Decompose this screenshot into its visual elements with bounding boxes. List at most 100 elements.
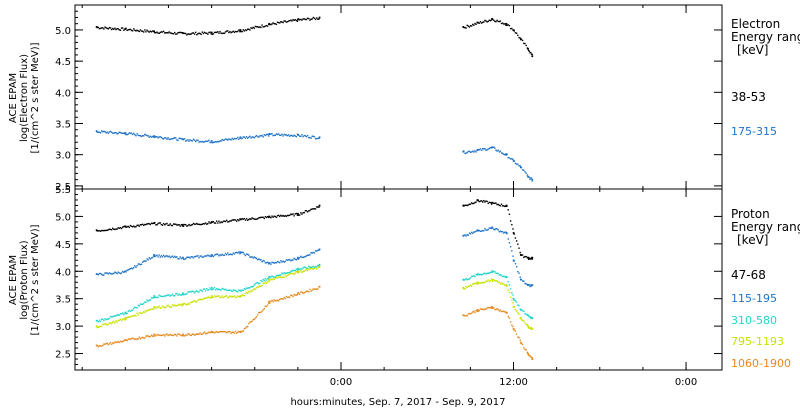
data-point-1-3-0 [96, 326, 98, 329]
data-point-1-4-0 [217, 331, 219, 334]
data-point-1-0-1 [504, 205, 506, 208]
data-point-1-3-0 [281, 276, 283, 279]
data-point-1-0-0 [286, 214, 289, 217]
data-point-1-4-0 [115, 341, 117, 343]
data-point-1-3-0 [198, 298, 200, 301]
data-point-0-1-1 [474, 150, 476, 152]
data-point-1-0-1 [523, 256, 525, 259]
data-point-1-4-1 [464, 315, 466, 317]
data-point-1-2-0 [258, 282, 260, 285]
series-vertex-1-0-1-1 [476, 199, 479, 201]
data-point-1-3-0 [276, 277, 279, 279]
data-point-1-3-0 [115, 320, 117, 322]
data-point-1-1-0 [301, 256, 303, 259]
series-vertex-0-0-1-6 [527, 47, 529, 50]
data-point-1-3-1 [485, 280, 487, 282]
data-point-1-4-0 [285, 295, 288, 298]
data-point-1-2-0 [105, 318, 107, 321]
data-point-1-1-0 [114, 271, 116, 273]
data-point-1-2-0 [147, 300, 149, 302]
data-point-1-1-0 [230, 253, 232, 256]
data-point-1-0-0 [254, 218, 257, 220]
data-point-1-4-0 [140, 337, 143, 339]
data-point-1-3-0 [211, 296, 213, 299]
data-point-0-1-0 [204, 140, 207, 142]
data-point-0-1-1 [515, 163, 518, 165]
data-point-1-1-1 [509, 245, 512, 248]
data-point-1-1-0 [198, 256, 200, 259]
data-point-1-4-0 [134, 338, 136, 341]
data-point-0-0-0 [122, 27, 124, 29]
data-point-1-0-0 [141, 223, 144, 225]
data-point-0-0-1 [480, 22, 483, 24]
data-point-0-0-0 [177, 32, 179, 34]
data-point-0-1-0 [96, 131, 98, 133]
data-point-1-0-0 [138, 225, 140, 227]
data-point-1-1-0 [235, 251, 238, 254]
data-point-0-0-0 [118, 29, 121, 31]
data-point-1-2-0 [291, 270, 293, 272]
data-point-1-3-0 [156, 306, 158, 308]
data-point-1-2-0 [310, 266, 312, 268]
data-point-1-3-0 [204, 297, 207, 299]
data-point-1-1-0 [204, 255, 207, 257]
data-point-1-2-1 [480, 274, 483, 276]
data-point-0-0-0 [180, 31, 183, 34]
data-point-1-2-0 [143, 302, 145, 305]
data-point-1-0-1 [524, 255, 526, 258]
data-point-1-0-1 [503, 205, 505, 207]
data-point-1-0-1 [499, 205, 502, 207]
data-point-0-0-1 [474, 22, 476, 25]
proton-panel-frame [74, 188, 723, 371]
data-point-1-1-0 [202, 256, 205, 258]
data-point-0-1-0 [255, 134, 258, 137]
data-point-0-1-0 [246, 137, 249, 139]
data-point-0-1-0 [312, 135, 315, 137]
data-point-1-2-0 [261, 280, 263, 283]
data-point-0-0-0 [209, 31, 211, 33]
series-vertex-1-3-1-3 [505, 284, 508, 286]
series-vertex-1-0-1-0 [462, 204, 465, 207]
data-point-1-0-1 [508, 213, 511, 215]
data-point-1-4-0 [252, 318, 254, 321]
data-point-1-0-0 [181, 225, 184, 227]
data-point-0-0-1 [504, 23, 506, 25]
data-point-0-0-1 [511, 27, 513, 30]
data-point-1-3-0 [164, 306, 166, 309]
series-vertex-1-1-0-4 [210, 254, 213, 256]
data-point-0-1-0 [291, 134, 293, 137]
data-point-1-4-0 [256, 314, 259, 316]
data-point-1-0-0 [314, 208, 317, 210]
data-point-1-4-0 [273, 299, 275, 301]
data-point-0-1-0 [280, 134, 282, 137]
data-point-1-0-1 [488, 201, 491, 204]
data-point-0-1-0 [185, 140, 187, 142]
data-point-1-1-0 [144, 260, 146, 262]
data-point-1-4-0 [168, 334, 170, 336]
data-point-1-2-0 [157, 296, 159, 299]
data-point-1-0-0 [245, 218, 248, 220]
data-point-1-3-0 [158, 305, 160, 307]
data-point-1-3-0 [224, 295, 227, 297]
data-point-0-0-1 [482, 21, 484, 24]
data-point-0-0-0 [141, 30, 144, 32]
series-vertex-0-0-0-6 [268, 22, 271, 25]
data-point-1-1-0 [255, 257, 258, 260]
data-point-0-0-1 [528, 50, 531, 53]
data-point-1-0-0 [197, 223, 199, 226]
data-point-0-0-1 [523, 42, 525, 45]
data-point-1-1-0 [242, 251, 244, 254]
data-point-1-0-0 [189, 224, 191, 227]
data-point-1-1-0 [189, 257, 191, 259]
data-point-1-3-0 [103, 323, 105, 326]
data-point-1-3-0 [114, 322, 116, 324]
data-point-1-2-1 [496, 272, 498, 275]
data-point-1-4-0 [284, 297, 286, 300]
data-point-1-1-1 [493, 228, 495, 231]
data-point-0-0-0 [221, 32, 223, 35]
data-point-1-3-0 [219, 296, 221, 299]
data-point-0-0-0 [171, 32, 174, 35]
data-point-1-3-0 [102, 323, 104, 326]
data-point-1-1-0 [129, 268, 132, 270]
data-point-1-3-0 [192, 300, 195, 302]
